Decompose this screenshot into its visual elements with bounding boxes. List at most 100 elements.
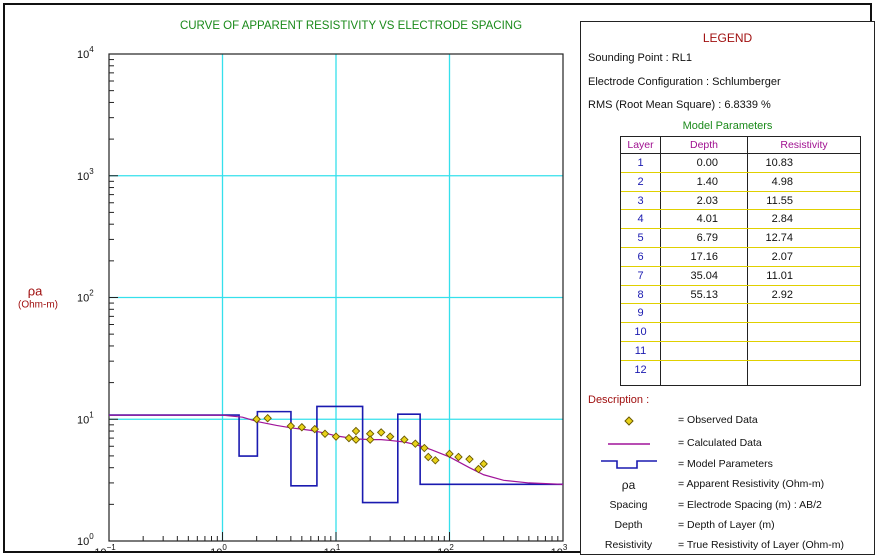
y-axis-unit: (Ohm-m) (18, 300, 58, 311)
y-tick-label: 100 (77, 532, 94, 548)
table-cell-layer: 7 (637, 269, 644, 282)
tick-base: 10 (77, 171, 89, 183)
table-cell-layer: 5 (637, 232, 644, 245)
tick-base: 10 (324, 547, 336, 553)
table-row-divider (621, 228, 860, 230)
table-cell-layer: 8 (637, 288, 644, 301)
y-tick-label: 103 (77, 167, 94, 183)
table-cell-depth (663, 305, 718, 321)
legend-title: LEGEND (702, 31, 753, 45)
sounding-point: Sounding Point : RL1 (588, 52, 692, 64)
table-cell-depth: 55.13 (690, 288, 718, 301)
observed-data-point (474, 464, 483, 474)
table-row-divider (621, 265, 860, 267)
table-cell-resistivity (735, 362, 793, 378)
observed-data-point (263, 413, 272, 423)
table-cell-resistivity (735, 305, 793, 321)
legend-depth: Depth = Depth of Layer (m) (581, 519, 876, 537)
tick-exponent: 3 (89, 167, 94, 176)
tick-exponent: 2 (449, 543, 454, 552)
tick-exponent: 1 (336, 543, 341, 552)
table-cell-resistivity: 11.01 (766, 269, 793, 282)
chart-frame: CURVE OF APPARENT RESISTIVITY VS ELECTRO… (3, 3, 875, 555)
table-cell-layer: 6 (637, 251, 644, 263)
observed-data-point (400, 435, 409, 444)
chart-title: CURVE OF APPARENT RESISTIVITY VS ELECTRO… (180, 20, 522, 32)
table-cell-resistivity (735, 324, 793, 340)
table-row-divider (621, 322, 860, 324)
table-row-divider (621, 247, 860, 248)
tick-base: 10 (77, 414, 89, 426)
table-cell-depth: 1.40 (696, 175, 718, 188)
table-cell-layer: 11 (634, 345, 647, 357)
table-row-divider (621, 303, 860, 305)
observed-data-point (424, 452, 433, 462)
table-cell-resistivity (735, 343, 793, 359)
table-cell-layer: 3 (637, 194, 644, 207)
table-row-divider (621, 153, 860, 154)
table-cell-depth (663, 324, 718, 340)
observed-data-point (454, 452, 463, 462)
legend-depth-label: = Depth of Layer (m) (678, 519, 775, 531)
table-row-divider (621, 209, 860, 211)
table-cell-resistivity: 2.07 (771, 251, 793, 263)
model-step-icon (581, 458, 676, 475)
observed-data-point (320, 429, 330, 438)
observed-data-point (344, 433, 354, 443)
table-cell-depth: 35.04 (690, 269, 718, 282)
table-row-divider (621, 341, 860, 342)
table-divider (660, 137, 661, 385)
model-parameters-title: Model Parameters (682, 120, 773, 132)
model-parameters-table: Layer Depth Resistivity 1 0.00 10.83 2 1.40 4… (620, 136, 861, 386)
tick-exponent: 3 (563, 543, 568, 552)
tick-base: 10 (94, 547, 106, 553)
observed-data-point (431, 456, 440, 465)
legend-resistivity-label: = True Resistivity of Layer (Ohm-m) (678, 539, 844, 551)
table-cell-resistivity: 2.92 (771, 288, 793, 301)
rms-value: RMS (Root Mean Square) : 6.8339 % (588, 99, 771, 111)
observed-data-point (411, 439, 420, 448)
table-cell-depth: 4.01 (696, 213, 718, 226)
tick-exponent: 1 (89, 410, 94, 419)
observed-data-point (465, 454, 474, 464)
tick-exponent: 0 (89, 532, 94, 541)
observed-data-point (479, 459, 488, 469)
table-cell-layer: 1 (637, 157, 644, 169)
observed-data-point (331, 432, 341, 441)
observed-data-point (286, 421, 296, 431)
tick-exponent: −1 (107, 543, 117, 552)
table-cell-resistivity: 11.55 (766, 194, 793, 207)
observed-data-point (297, 422, 307, 432)
table-cell-depth (663, 362, 718, 378)
legend-calculated: = Calculated Data (581, 437, 876, 455)
table-row-divider (621, 359, 860, 361)
legend-panel: LEGEND Sounding Point : RL1 Electrode Co… (580, 21, 875, 555)
legend-model-label: = Model Parameters (678, 458, 773, 470)
resistivity-chart: CURVE OF APPARENT RESISTIVITY VS ELECTRO… (18, 20, 568, 553)
tick-base: 10 (77, 293, 89, 305)
x-tick-label: 100 (210, 543, 227, 553)
spacing-symbol: Spacing (609, 499, 648, 511)
electrode-configuration: Electrode Configuration : Schlumberger (588, 76, 781, 88)
legend-spacing-label: = Electrode Spacing (m) : AB/2 (678, 499, 822, 511)
observed-data-point (310, 424, 320, 434)
tick-exponent: 0 (222, 543, 227, 552)
y-axis-symbol: ρa (28, 284, 43, 299)
table-cell-resistivity: 4.98 (771, 175, 793, 188)
table-row-divider (621, 284, 860, 286)
tick-base: 10 (77, 536, 89, 548)
table-cell-resistivity: 2.84 (771, 213, 793, 226)
observed-data-point (252, 415, 261, 424)
table-cell-layer: 4 (637, 213, 644, 226)
table-cell-layer: 9 (637, 307, 644, 320)
table-cell-resistivity: 12.74 (765, 232, 793, 245)
table-cell-depth (663, 343, 718, 359)
observed-data-point (385, 432, 395, 441)
tick-exponent: 4 (89, 45, 94, 54)
legend-observed: = Observed Data (581, 414, 876, 432)
x-tick-label: 102 (437, 543, 454, 553)
observed-data-point (420, 443, 429, 453)
tick-base: 10 (77, 49, 89, 61)
table-cell-depth: 17.16 (690, 251, 718, 263)
table-cell-depth: 2.03 (696, 194, 718, 207)
